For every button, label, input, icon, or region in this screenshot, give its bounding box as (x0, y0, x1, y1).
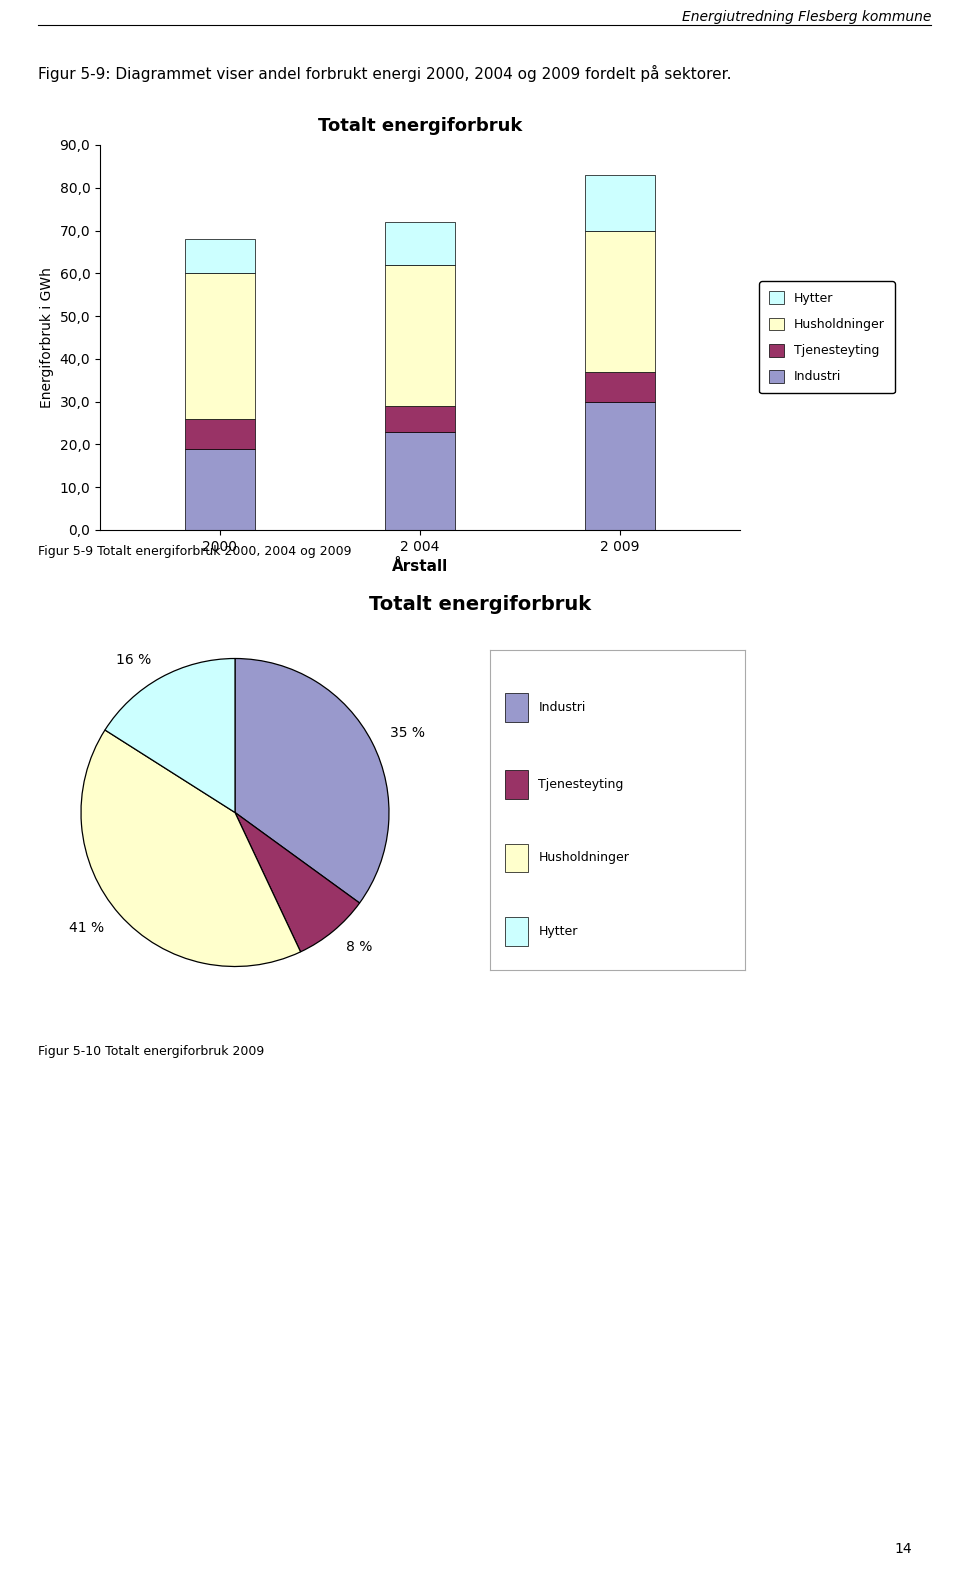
Wedge shape (235, 658, 389, 903)
Text: Figur 5-9 Totalt energiforbruk 2000, 2004 og 2009: Figur 5-9 Totalt energiforbruk 2000, 200… (38, 545, 352, 558)
Bar (385, 406, 455, 431)
Bar (185, 239, 255, 273)
Wedge shape (235, 813, 360, 953)
Bar (185, 418, 255, 449)
Bar (385, 431, 455, 529)
Text: 16 %: 16 % (116, 653, 151, 667)
Bar (185, 273, 255, 418)
Text: Energiutredning Flesberg kommune: Energiutredning Flesberg kommune (682, 10, 931, 24)
X-axis label: Årstall: Årstall (392, 560, 448, 574)
Text: Tjenesteyting: Tjenesteyting (539, 778, 624, 791)
Text: Industri: Industri (539, 701, 586, 715)
Text: Figur 5-10 Totalt energiforbruk 2009: Figur 5-10 Totalt energiforbruk 2009 (38, 1045, 265, 1059)
Text: 8 %: 8 % (346, 940, 372, 954)
Text: Husholdninger: Husholdninger (539, 851, 630, 864)
Bar (585, 372, 655, 401)
Text: 14: 14 (895, 1542, 912, 1556)
Bar (585, 230, 655, 372)
Bar (385, 265, 455, 406)
Text: 41 %: 41 % (69, 921, 105, 935)
Bar (585, 174, 655, 230)
Legend: Hytter, Husholdninger, Tjenesteyting, Industri: Hytter, Husholdninger, Tjenesteyting, In… (759, 282, 895, 393)
Bar (505, 693, 528, 723)
Bar (505, 843, 528, 872)
Bar (585, 401, 655, 529)
Bar (505, 918, 528, 946)
Title: Totalt energiforbruk: Totalt energiforbruk (318, 117, 522, 135)
Wedge shape (105, 658, 235, 813)
Text: Figur 5-9: Diagrammet viser andel forbrukt energi 2000, 2004 og 2009 fordelt på : Figur 5-9: Diagrammet viser andel forbru… (38, 65, 732, 82)
Text: 35 %: 35 % (390, 726, 425, 740)
Bar (385, 222, 455, 265)
Text: Totalt energiforbruk: Totalt energiforbruk (369, 594, 591, 613)
Bar (505, 770, 528, 799)
Text: Hytter: Hytter (539, 926, 578, 938)
Wedge shape (81, 731, 300, 967)
Y-axis label: Energiforbruk i GWh: Energiforbruk i GWh (40, 266, 54, 407)
Bar (185, 449, 255, 529)
